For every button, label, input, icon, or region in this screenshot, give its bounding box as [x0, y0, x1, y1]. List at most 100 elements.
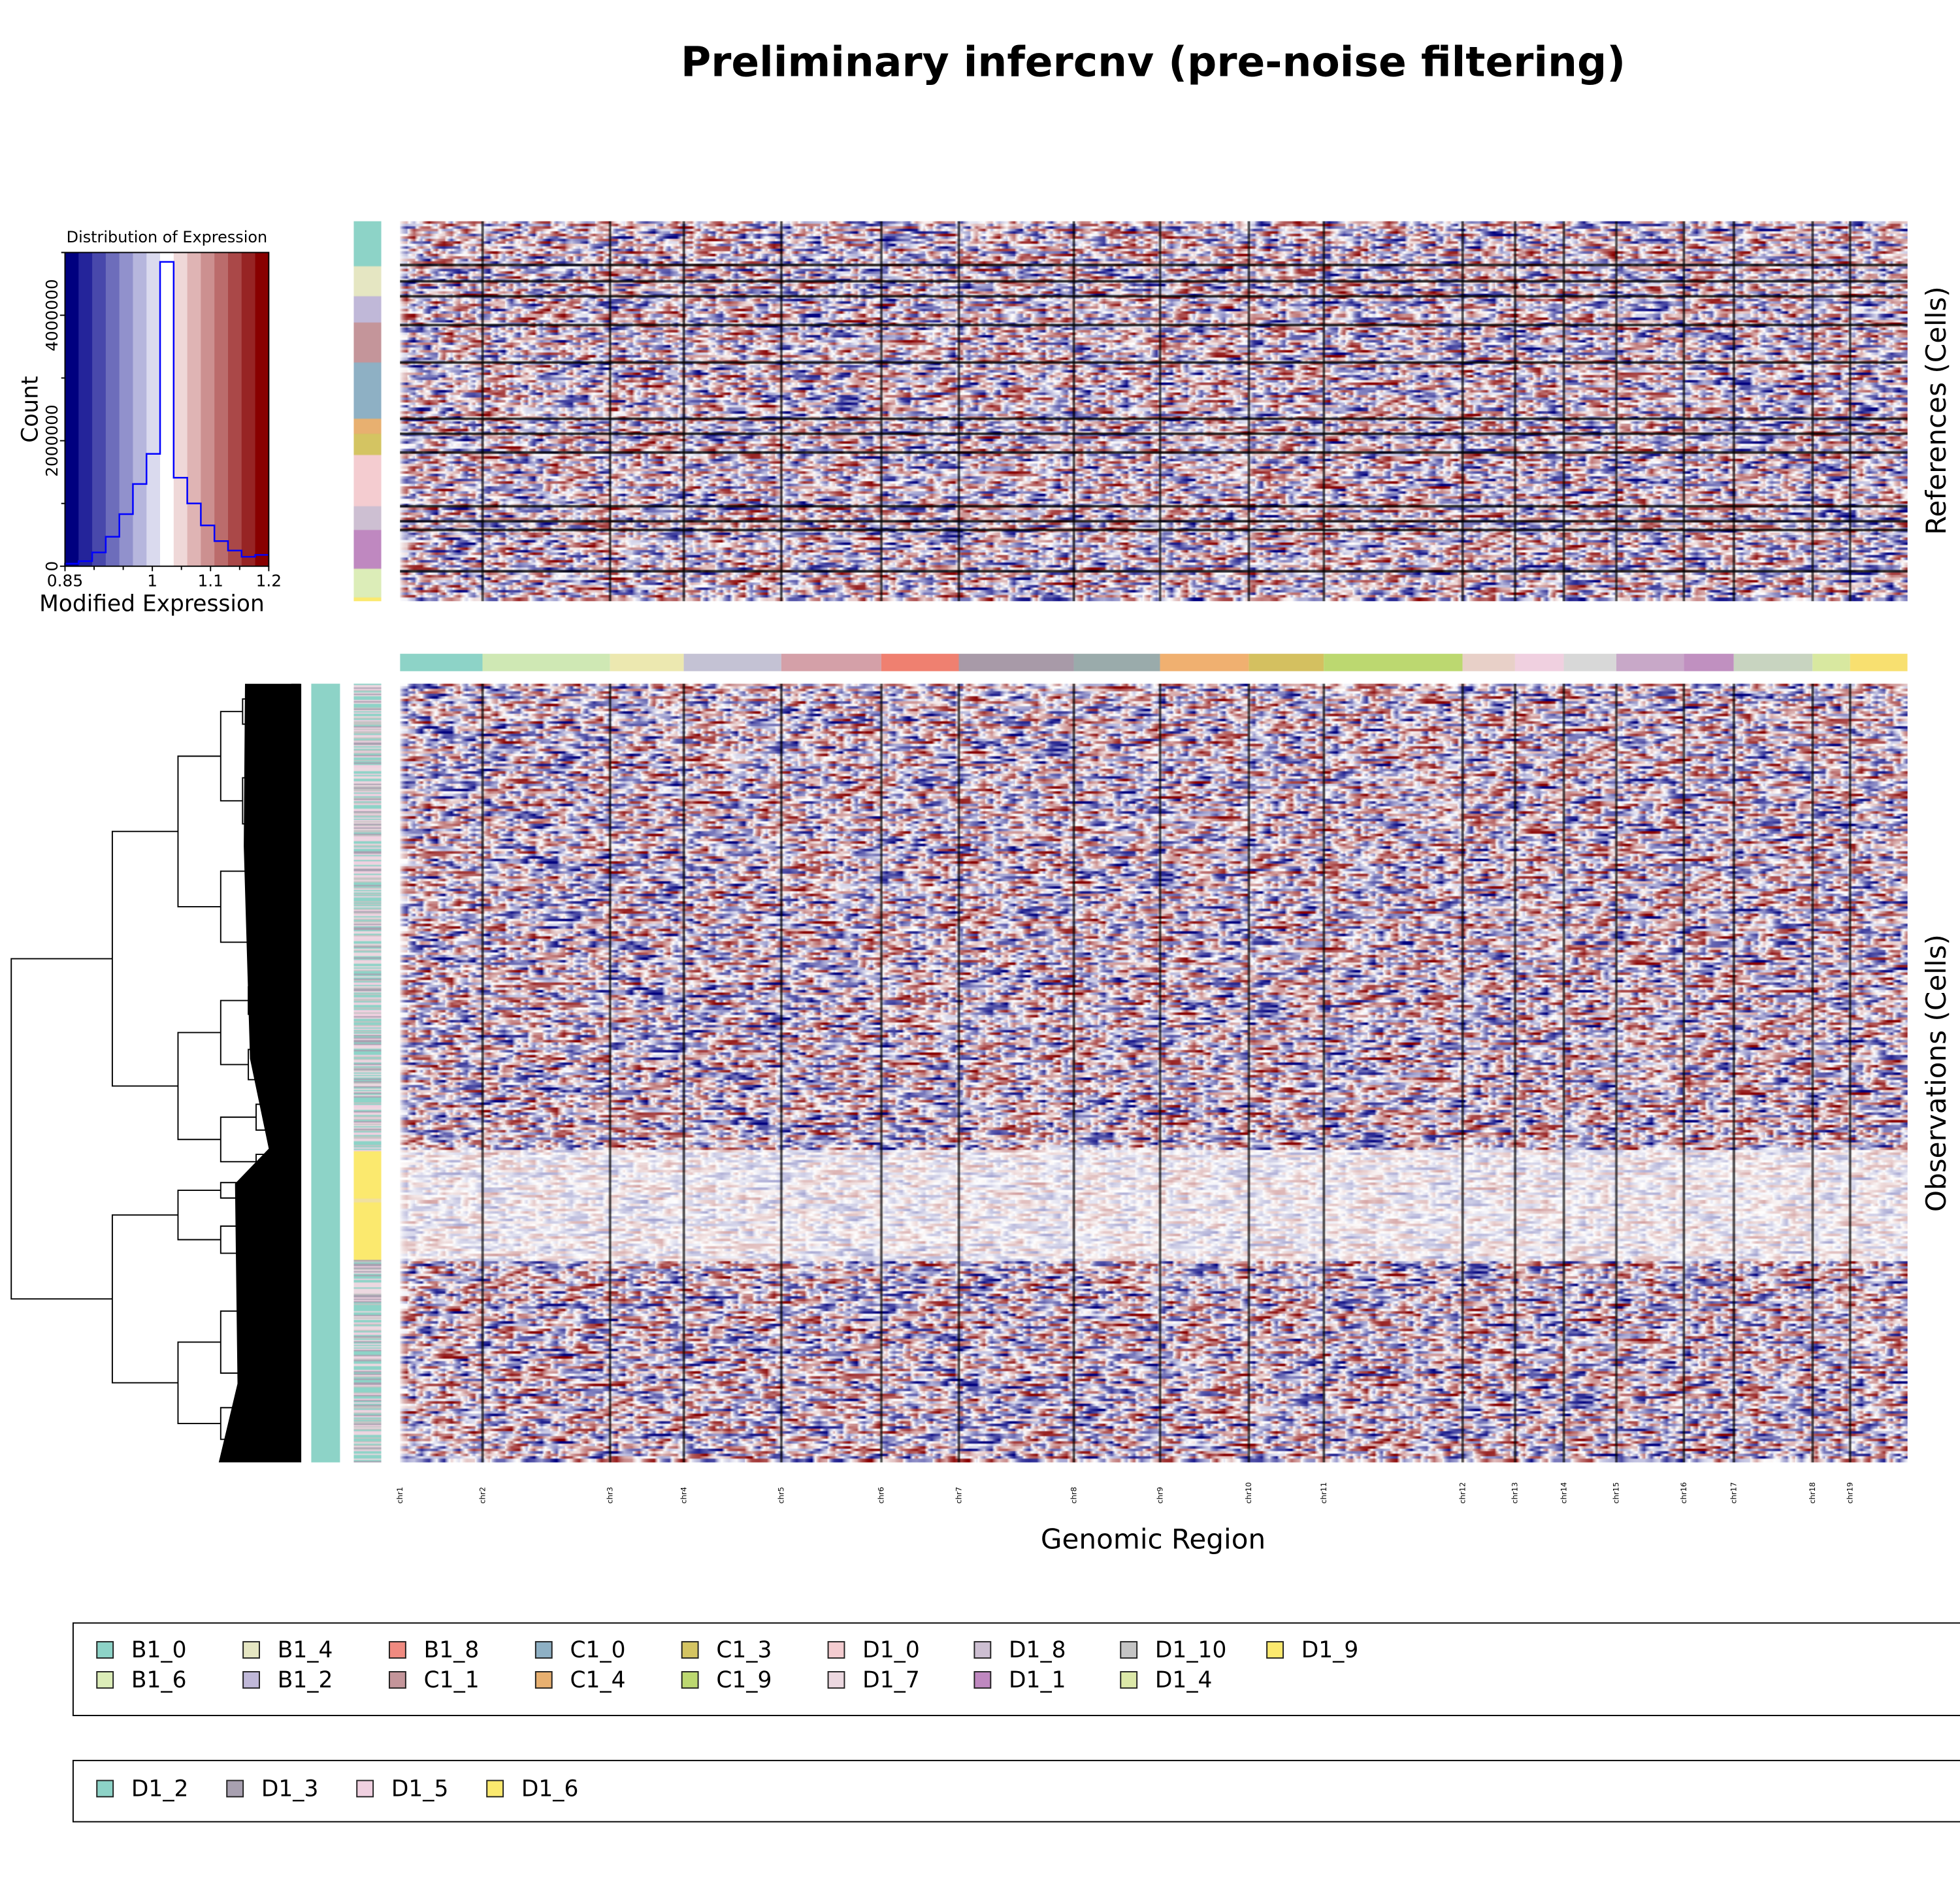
- histogram-color-band: [65, 252, 79, 566]
- chromosome-label: chr14: [1560, 1482, 1569, 1504]
- legend-item: C1_0: [534, 1637, 626, 1664]
- histogram-step-line: [64, 261, 269, 566]
- chromosome-segment-chr11: [1324, 653, 1463, 672]
- legend-label: D1_2: [131, 1776, 189, 1802]
- legend-swatch: [356, 1780, 374, 1798]
- chromosome-label: chr17: [1730, 1482, 1739, 1504]
- legend-item: D1_1: [973, 1667, 1066, 1694]
- expression-histogram: Distribution of Expression 0.85 1 1.1 1.2 0 20…: [17, 228, 282, 617]
- histogram-color-band: [105, 252, 120, 566]
- x-tick-label: 1: [147, 571, 157, 590]
- chromosome-segment-chr15: [1616, 653, 1684, 672]
- legend-item: D1_4: [1120, 1667, 1213, 1694]
- observation-dendrogram: [10, 683, 302, 1463]
- legend-label: D1_7: [862, 1667, 920, 1694]
- legend-swatch: [96, 1641, 114, 1659]
- legend-item: C1_9: [681, 1667, 772, 1694]
- legend-item: D1_6: [486, 1776, 578, 1802]
- legend-label: C1_1: [423, 1667, 480, 1694]
- legend-swatch: [973, 1671, 992, 1689]
- legend-item: D1_5: [356, 1776, 448, 1802]
- legend-label: B1_0: [131, 1637, 187, 1664]
- y-axis-title: Count: [17, 376, 43, 442]
- x-axis-label: Genomic Region: [1040, 1525, 1266, 1557]
- chromosome-label: chr10: [1245, 1482, 1254, 1504]
- dendrogram-dense-leaves: [218, 683, 302, 1463]
- histogram-color-band: [201, 252, 215, 566]
- chromosome-label: chr11: [1320, 1482, 1329, 1504]
- histogram-color-band: [119, 252, 134, 566]
- legend-swatch: [534, 1641, 553, 1659]
- legend-label: D1_9: [1301, 1637, 1359, 1664]
- chromosome-segment-chr2: [482, 653, 610, 672]
- legend-label: D1_4: [1154, 1667, 1213, 1694]
- y-tick-label: 2000000: [42, 404, 61, 477]
- observation-group-bar: [311, 683, 340, 1463]
- legend-swatch: [389, 1641, 406, 1659]
- legend-swatch: [226, 1780, 244, 1798]
- legend-item: D1_9: [1266, 1637, 1359, 1664]
- legend-item: D1_7: [827, 1667, 920, 1694]
- legend-label: D1_10: [1154, 1637, 1227, 1664]
- chromosome-label: chr7: [955, 1487, 964, 1504]
- chromosome-segment-chr13: [1514, 653, 1564, 672]
- legend-swatch: [1120, 1641, 1138, 1659]
- legend-item: C1_3: [681, 1637, 772, 1664]
- chromosome-label: chr5: [777, 1487, 787, 1504]
- legend-label: D1_6: [521, 1776, 579, 1802]
- chromosome-segment-chr6: [881, 653, 959, 672]
- legend-label: B1_8: [423, 1637, 480, 1664]
- legend-swatch: [242, 1641, 260, 1659]
- legend-swatch: [827, 1671, 845, 1689]
- legend-label: B1_6: [131, 1667, 187, 1694]
- chromosome-segment-chr19: [1850, 653, 1908, 672]
- legend-label: D1_5: [391, 1776, 449, 1802]
- legend-label: D1_8: [1009, 1637, 1066, 1664]
- legend-swatch: [486, 1780, 504, 1798]
- chromosome-label: chr19: [1846, 1482, 1855, 1504]
- legend-swatch: [827, 1641, 845, 1659]
- chromosome-label: chr8: [1070, 1487, 1079, 1504]
- legend-label: D1_1: [1009, 1667, 1066, 1694]
- legend-item: D1_2: [96, 1776, 188, 1802]
- x-tick-label: 1.2: [256, 571, 282, 590]
- legend-item: D1_3: [226, 1776, 318, 1802]
- legend-swatch: [681, 1641, 699, 1659]
- x-axis-title: Modified Expression: [39, 591, 265, 617]
- legend-swatch: [534, 1671, 553, 1689]
- legend-item: B1_0: [96, 1637, 187, 1664]
- chromosome-segment-chr5: [781, 653, 881, 672]
- legend-item: D1_8: [973, 1637, 1066, 1664]
- chromosome-segment-chr10: [1249, 653, 1324, 672]
- chromosome-segment-chr4: [683, 653, 781, 672]
- legend-label: C1_3: [716, 1637, 772, 1664]
- histogram-frame: [64, 252, 270, 567]
- observations-label: Observations (Cells): [1921, 934, 1953, 1212]
- legend-item: C1_1: [389, 1667, 480, 1694]
- chromosome-segment-chr3: [610, 653, 684, 672]
- chromosome-segment-chr1: [400, 653, 483, 672]
- legend-primary: B1_0 B1_4 B1_8 C1_0 C1_3 D1_0 D1_8 D1_10 D1_9 B1_…: [72, 1622, 1960, 1716]
- chromosome-segment-chr18: [1812, 653, 1850, 672]
- reference-heatmap: [400, 221, 1908, 602]
- histogram-color-band: [173, 252, 188, 566]
- chromosome-label: chr3: [606, 1487, 615, 1504]
- legend-label: D1_0: [862, 1637, 920, 1664]
- legend-label: B1_4: [277, 1637, 333, 1664]
- reference-annotation-bar: [353, 221, 382, 602]
- y-tick-label: 4000000: [42, 279, 61, 351]
- histogram-color-band: [227, 252, 242, 566]
- chromosome-segment-chr8: [1073, 653, 1160, 672]
- legend-swatch: [973, 1641, 992, 1659]
- legend-swatch: [681, 1671, 699, 1689]
- chromosome-label: chr15: [1612, 1482, 1622, 1504]
- legend-secondary: D1_2 D1_3 D1_5 D1_6: [72, 1759, 1960, 1823]
- legend-item: D1_10: [1120, 1637, 1227, 1664]
- legend-item: D1_0: [827, 1637, 920, 1664]
- x-tick-label: 1.1: [197, 571, 223, 590]
- legend-swatch: [389, 1671, 406, 1689]
- histogram-color-band: [146, 252, 161, 566]
- legend-item: B1_4: [242, 1637, 333, 1664]
- figure-title: Preliminary infercnv (pre-noise filterin…: [680, 37, 1626, 87]
- chromosome-label: chr9: [1156, 1487, 1166, 1504]
